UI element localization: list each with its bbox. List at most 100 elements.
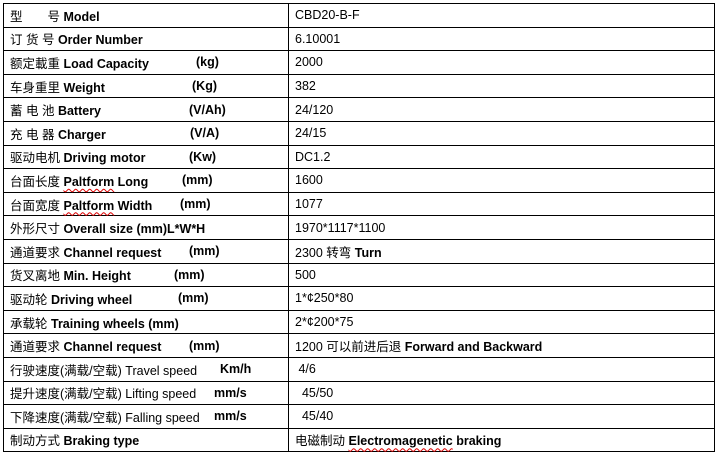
label-unit: (V/Ah) [189, 102, 226, 117]
label-cn: 货叉离地 [10, 269, 61, 284]
label-cn: 通道要求 [10, 340, 64, 355]
label-en: Battery [57, 104, 102, 119]
label-en: Charger [57, 127, 106, 142]
spec-value-cell: 1077 [288, 191, 715, 217]
table-row: 额定載重 Load Capacity (kg) 2000 [3, 50, 715, 75]
label-en: Braking type [63, 434, 140, 449]
value: 电磁制动 [295, 434, 346, 449]
label-unit: (mm) [189, 338, 220, 353]
table-row: 外形尺寸 Overall size (mm)L*W*H 1970*1117*110… [3, 215, 715, 240]
spec-label-cell: 充 电 器 Charger (V/A) [3, 120, 289, 146]
spec-label-cell: 货叉离地 Min. Height (mm) [3, 262, 289, 288]
spec-value-cell: 1200 可以前进后退 Forward and Backward [288, 333, 715, 358]
spec-value-cell: DC1.2 [288, 144, 715, 170]
label-en: Load Capacity [63, 56, 149, 71]
label-cn: 通道要求 [10, 245, 64, 260]
label-unit: (mm) [178, 291, 209, 306]
label-cn: 行驶速度(满载/空载) [10, 363, 122, 378]
spec-label-cell: 额定載重 Load Capacity (kg) [3, 50, 289, 75]
value: 1*¢250*80 [295, 291, 354, 306]
spec-label-cell: 行驶速度(满载/空载) Travel speed Km/h [3, 356, 289, 382]
spec-label-cell: 蓄 电 池 Battery (V/Ah) [3, 97, 289, 122]
value: 45/40 [295, 409, 334, 424]
label-en: Paltform Long [63, 174, 149, 189]
label-unit: (mm) [189, 244, 220, 259]
spec-value-cell: 2300 转弯 Turn [288, 238, 715, 264]
spec-value-cell: 6.10001 [288, 26, 715, 52]
value: 4/6 [295, 362, 316, 377]
label-unit: (Kw) [189, 149, 217, 164]
label-cn: 驱动轮 [10, 292, 51, 307]
spec-value-cell: 500 [288, 262, 715, 288]
table-row: 通道要求 Channel request (mm) 2300 转弯 Turn [3, 238, 715, 264]
spec-value-cell: 382 [288, 73, 715, 99]
label-en: Lifting speed [125, 387, 197, 402]
spec-value-cell: 24/120 [288, 97, 715, 122]
table-row: 制动方式 Braking type 电磁制动 Electromagenetic b… [3, 427, 715, 453]
spec-label-cell: 外形尺寸 Overall size (mm)L*W*H [3, 215, 289, 240]
label-en: Min. Height [63, 269, 131, 284]
spec-label-cell: 承载轮 Training wheels (mm) [3, 309, 289, 335]
value: 2300 转弯 [295, 245, 352, 260]
spec-value-cell: 45/40 [288, 404, 715, 429]
label-en: Travel speed [125, 363, 198, 378]
value: 24/15 [295, 126, 327, 141]
label-unit: (mm) [180, 197, 211, 212]
label-cn: 提升速度(满载/空载) [10, 387, 122, 402]
spec-value-cell: 2000 [288, 50, 715, 75]
value: 500 [295, 267, 316, 282]
label-cn: 车身重里 [10, 80, 61, 95]
value: 2000 [295, 55, 323, 70]
spec-value-cell: 45/50 [288, 380, 715, 406]
value: 1077 [295, 197, 323, 212]
value-en: Electromagenetic braking [348, 434, 502, 449]
label-unit: (mm) [174, 267, 205, 282]
spec-table: 型 号 Model CBD20-B-F 订 货 号 Order Number 6.10… [3, 3, 715, 453]
label-cn: 外形尺寸 [10, 222, 61, 237]
table-row: 货叉离地 Min. Height (mm) 500 [3, 262, 715, 288]
value: 1970*1117*1100 [295, 220, 386, 235]
spec-label-cell: 台面宽度 Paltform Width (mm) [3, 191, 289, 217]
value: 1200 可以前进后退 [295, 340, 402, 355]
value-en: Forward and Backward [404, 340, 543, 355]
table-row: 提升速度(满载/空载) Lifting speed mm/s 45/50 [3, 380, 715, 406]
spec-label-cell: 驱动电机 Driving motor (Kw) [3, 144, 289, 170]
label-en: Model [63, 9, 100, 24]
spec-value-cell: 1970*1117*1100 [288, 215, 715, 240]
spec-label-cell: 通道要求 Channel request (mm) [3, 333, 289, 358]
spec-label-cell: 订 货 号 Order Number [3, 26, 289, 52]
label-en: Overall size (mm)L*W*H [63, 222, 206, 237]
table-row: 订 货 号 Order Number 6.10001 [3, 26, 715, 52]
value: 45/50 [295, 385, 334, 400]
spec-value-cell: 2*¢200*75 [288, 309, 715, 335]
label-en: Channel request [63, 340, 162, 355]
value: DC1.2 [295, 149, 331, 164]
label-cn: 下降速度(满载/空载) [10, 410, 122, 425]
value: 2*¢200*75 [295, 315, 354, 330]
label-unit: mm/s [214, 385, 247, 400]
label-cn: 型 号 [10, 9, 61, 24]
table-row: 蓄 电 池 Battery (V/Ah) 24/120 [3, 97, 715, 122]
label-en: Order Number [57, 33, 143, 48]
spec-label-cell: 通道要求 Channel request (mm) [3, 238, 289, 264]
table-row: 型 号 Model CBD20-B-F [3, 3, 715, 28]
label-unit: (kg) [196, 55, 219, 70]
table-row: 车身重里 Weight (Kg) 382 [3, 73, 715, 99]
label-en: Paltform Width [63, 198, 153, 213]
spec-value-cell: 1600 [288, 168, 715, 193]
table-row: 台面宽度 Paltform Width (mm) 1077 [3, 191, 715, 217]
label-cn: 台面宽度 [10, 198, 64, 213]
value: 382 [295, 79, 316, 94]
label-unit: (Kg) [192, 79, 217, 94]
label-cn: 额定載重 [10, 56, 64, 71]
table-row: 台面长度 Paltform Long (mm) 1600 [3, 168, 715, 193]
label-cn: 台面长度 [10, 174, 64, 189]
label-en: Falling speed [125, 410, 200, 425]
spec-value-cell: 4/6 [288, 356, 715, 382]
label-unit: (mm) [182, 173, 213, 188]
table-row: 充 电 器 Charger (V/A) 24/15 [3, 120, 715, 146]
label-cn: 蓄 电 池 [10, 104, 55, 119]
label-en: Channel request [63, 245, 162, 260]
label-cn: 充 电 器 [10, 127, 55, 142]
label-unit: mm/s [214, 409, 247, 424]
